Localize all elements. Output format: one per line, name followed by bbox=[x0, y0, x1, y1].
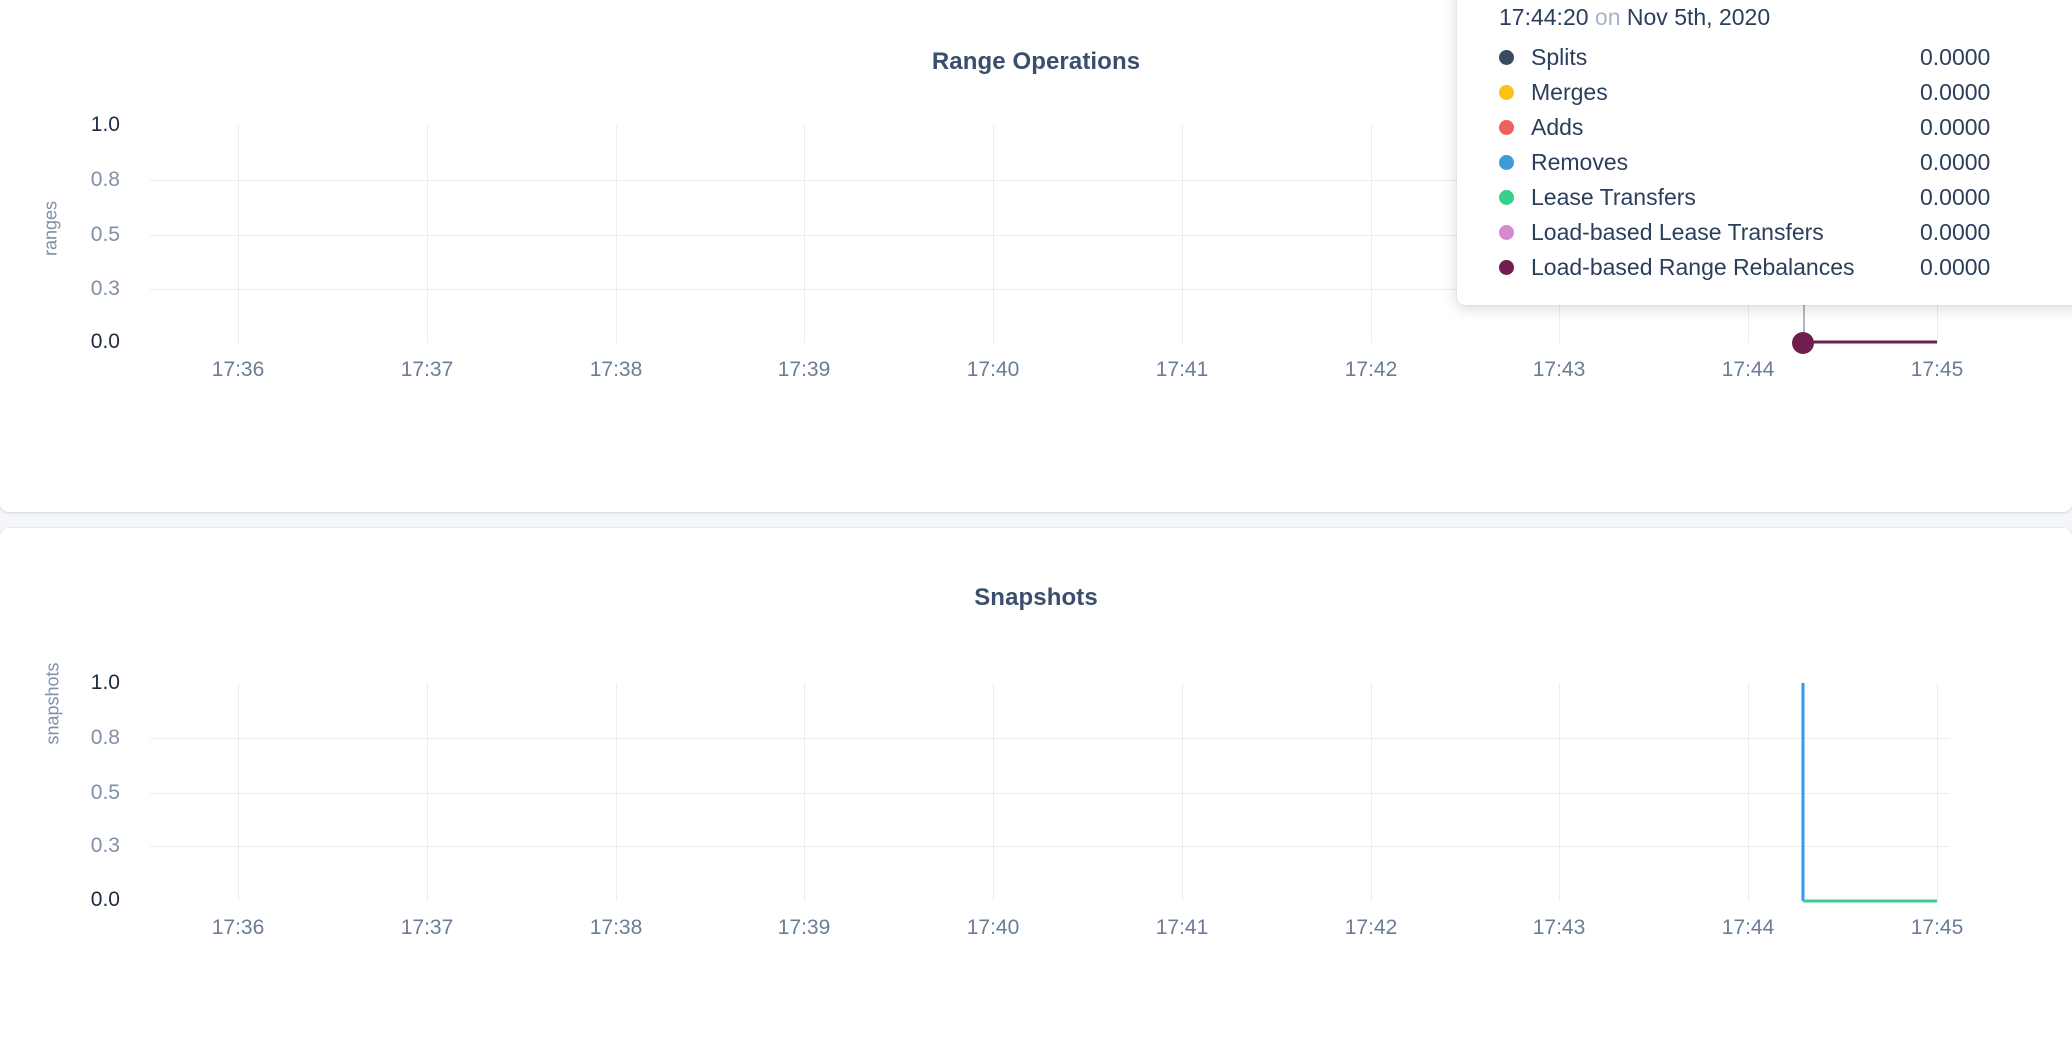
x-tick-label: 17:36 bbox=[211, 916, 265, 939]
y-tick-label: 0.3 bbox=[90, 834, 120, 857]
y-tick-label: 1.0 bbox=[90, 671, 120, 694]
gridline-vertical bbox=[1559, 683, 1560, 901]
tooltip-row-removes: Removes 0.0000 bbox=[1457, 145, 2072, 180]
tooltip-row-lease-transfers: Lease Transfers 0.0000 bbox=[1457, 180, 2072, 215]
legend-dot-icon bbox=[1499, 120, 1514, 135]
tooltip-series-value: 0.0000 bbox=[1920, 79, 1991, 105]
tooltip-series-label: Merges bbox=[1531, 79, 1608, 105]
gridline-horizontal bbox=[150, 235, 1950, 236]
tooltip-row-adds: Adds 0.0000 bbox=[1457, 110, 2072, 145]
tooltip-series-label: Load-based Lease Transfers bbox=[1531, 219, 1824, 245]
x-axis-ticks-range-operations: 17:36 17:37 17:38 17:39 17:40 17:41 17:4… bbox=[150, 358, 1964, 388]
gridline-vertical bbox=[238, 125, 239, 343]
tooltip-on-word: on bbox=[1594, 4, 1621, 30]
tooltip-series-label: Adds bbox=[1531, 114, 1584, 140]
gridline-vertical bbox=[804, 125, 805, 343]
tooltip-series-value: 0.0000 bbox=[1920, 114, 1991, 140]
x-tick-label: 17:39 bbox=[777, 916, 831, 939]
gridline-vertical bbox=[1748, 683, 1749, 901]
series-lines-snapshots bbox=[1801, 683, 1937, 903]
y-tick-label: 1.0 bbox=[90, 113, 120, 136]
x-tick-label: 17:45 bbox=[1910, 358, 1964, 381]
x-tick-label: 17:41 bbox=[1155, 916, 1209, 939]
gridline-horizontal bbox=[150, 738, 1950, 739]
y-tick-label: 0.0 bbox=[90, 888, 120, 911]
tooltip-series-label: Removes bbox=[1531, 149, 1629, 175]
legend-dot-icon bbox=[1499, 50, 1514, 65]
gridline-vertical bbox=[1182, 125, 1183, 343]
gridline-horizontal bbox=[150, 289, 1950, 290]
gridline-vertical bbox=[616, 125, 617, 343]
y-tick-label: 0.0 bbox=[90, 330, 120, 353]
y-tick-label: 0.5 bbox=[90, 223, 120, 246]
y-axis-label-snapshots: snapshots bbox=[42, 662, 63, 745]
y-tick-label: 0.5 bbox=[90, 781, 120, 804]
tooltip-series-value: 0.0000 bbox=[1920, 254, 1991, 280]
gridline-vertical bbox=[616, 683, 617, 901]
y-tick-label: 0.3 bbox=[90, 277, 120, 300]
gridline-vertical bbox=[1371, 683, 1372, 901]
tooltip-date: Nov 5th, 2020 bbox=[1626, 4, 1771, 30]
legend-dot-icon bbox=[1499, 155, 1514, 170]
x-axis-ticks-snapshots: 17:36 17:37 17:38 17:39 17:40 17:41 17:4… bbox=[150, 916, 1964, 946]
tooltip-series-value: 0.0000 bbox=[1920, 219, 1991, 245]
x-tick-label: 17:43 bbox=[1532, 358, 1586, 381]
x-tick-label: 17:43 bbox=[1532, 916, 1586, 939]
plot-area-snapshots bbox=[150, 528, 1950, 1048]
tooltip-time: 17:44:20 bbox=[1499, 4, 1589, 30]
tooltip-series-label: Splits bbox=[1531, 44, 1588, 70]
gridline-horizontal bbox=[150, 846, 1950, 847]
gridline-vertical bbox=[1371, 125, 1372, 343]
gridline-vertical bbox=[993, 125, 994, 343]
chart-card-snapshots: Snapshots snapshots 1.0 0.8 0.5 0.3 0.0 bbox=[0, 528, 2072, 1048]
gridline-vertical bbox=[1937, 683, 1938, 901]
gridline-vertical bbox=[427, 683, 428, 901]
x-tick-label: 17:37 bbox=[400, 916, 454, 939]
legend-dot-icon bbox=[1499, 190, 1514, 205]
x-tick-label: 17:44 bbox=[1721, 916, 1775, 939]
tooltip-series-label: Lease Transfers bbox=[1531, 184, 1696, 210]
x-tick-label: 17:45 bbox=[1910, 916, 1964, 939]
tooltip-row-splits: Splits 0.0000 bbox=[1457, 40, 2072, 75]
x-tick-label: 17:39 bbox=[777, 358, 831, 381]
chart-hover-tooltip: 17:44:20 on Nov 5th, 2020 Splits 0.0000 … bbox=[1457, 0, 2072, 305]
hover-point-marker bbox=[1792, 332, 1814, 354]
page-title-range-operations: Range Operations bbox=[931, 48, 1141, 75]
page-title-snapshots: Snapshots bbox=[974, 584, 1098, 611]
x-tick-label: 17:42 bbox=[1344, 358, 1398, 381]
tooltip-row-merges: Merges 0.0000 bbox=[1457, 75, 2072, 110]
tooltip-series-label: Load-based Range Rebalances bbox=[1531, 254, 1855, 280]
tooltip-timestamp: 17:44:20 on Nov 5th, 2020 bbox=[1457, 4, 2072, 40]
series-lines-range-operations bbox=[1803, 340, 1937, 344]
y-axis-label-ranges: ranges bbox=[40, 200, 61, 257]
x-tick-label: 17:41 bbox=[1155, 358, 1209, 381]
x-tick-label: 17:40 bbox=[966, 358, 1020, 381]
tooltip-series-value: 0.0000 bbox=[1920, 184, 1991, 210]
gridline-vertical bbox=[238, 683, 239, 901]
tooltip-series-value: 0.0000 bbox=[1920, 44, 1991, 70]
x-tick-label: 17:37 bbox=[400, 358, 454, 381]
legend-dot-icon bbox=[1499, 260, 1514, 275]
gridline-vertical bbox=[1182, 683, 1183, 901]
x-tick-label: 17:38 bbox=[589, 916, 643, 939]
x-tick-label: 17:36 bbox=[211, 358, 265, 381]
y-tick-label: 0.8 bbox=[90, 168, 120, 191]
gridline-vertical bbox=[427, 125, 428, 343]
tooltip-series-value: 0.0000 bbox=[1920, 149, 1991, 175]
legend-dot-icon bbox=[1499, 225, 1514, 240]
tooltip-row-load-based-lease-transfers: Load-based Lease Transfers 0.0000 bbox=[1457, 215, 2072, 250]
gridline-horizontal bbox=[150, 793, 1950, 794]
x-tick-label: 17:44 bbox=[1721, 358, 1775, 381]
x-tick-label: 17:38 bbox=[589, 358, 643, 381]
x-tick-label: 17:40 bbox=[966, 916, 1020, 939]
gridline-vertical bbox=[804, 683, 805, 901]
x-tick-label: 17:42 bbox=[1344, 916, 1398, 939]
y-tick-label: 0.8 bbox=[90, 726, 120, 749]
gridline-horizontal bbox=[150, 180, 1950, 181]
legend-dot-icon bbox=[1499, 85, 1514, 100]
gridline-vertical bbox=[993, 683, 994, 901]
tooltip-row-load-based-range-rebalances: Load-based Range Rebalances 0.0000 bbox=[1457, 250, 2072, 285]
